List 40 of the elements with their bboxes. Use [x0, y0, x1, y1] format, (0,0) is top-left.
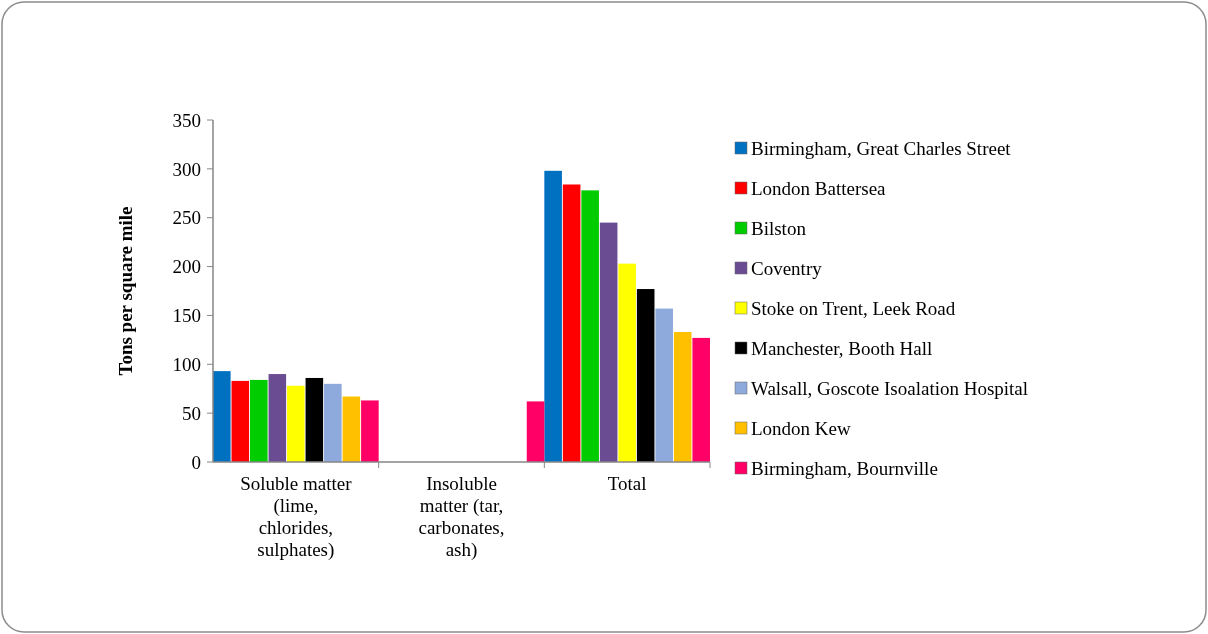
- bar: [324, 383, 342, 462]
- y-tick-label: 50: [182, 402, 201, 424]
- legend-label: Bilston: [751, 217, 807, 239]
- bar: [250, 379, 268, 462]
- bar: [673, 332, 692, 462]
- x-tick-label: Total: [607, 473, 647, 494]
- y-tick-label: 250: [172, 207, 201, 229]
- bar: [361, 400, 379, 462]
- legend-label: Coventry: [751, 257, 823, 279]
- bar: [655, 308, 673, 462]
- y-tick-label: 350: [172, 109, 201, 131]
- y-tick-label: 100: [172, 353, 201, 375]
- bar: [231, 380, 250, 462]
- bar: [692, 337, 710, 462]
- bar: [342, 396, 361, 462]
- x-tick-label: Insoluble matter (tar, carbonates, ash): [418, 473, 505, 561]
- bar: [581, 190, 599, 462]
- y-tick-label: 300: [172, 158, 201, 180]
- legend-label: London Kew: [751, 417, 852, 439]
- bar: [599, 222, 618, 462]
- bar: [526, 401, 545, 462]
- legend-label: Stoke on Trent, Leek Road: [751, 297, 956, 319]
- bar: [305, 377, 324, 462]
- legend-label: Birmingham, Bournville: [751, 457, 938, 479]
- y-tick-label: 0: [191, 451, 201, 473]
- x-tick-label: Soluble matter (lime, chlorides, sulphates): [240, 473, 353, 561]
- y-tick-label: 150: [172, 305, 201, 327]
- legend-label: Birmingham, Great Charles Street: [751, 137, 1012, 159]
- bar: [636, 289, 655, 462]
- bar: [562, 184, 581, 462]
- legend-label: Manchester, Booth Hall: [751, 337, 933, 359]
- bar: [268, 374, 287, 462]
- legend-label: Walsall, Goscote Isoalation Hospital: [751, 377, 1029, 399]
- y-tick-label: 200: [172, 256, 201, 278]
- bar: [287, 385, 305, 462]
- y-axis-title: Tons per square mile: [115, 206, 136, 376]
- bar: [213, 371, 231, 462]
- bar: [544, 170, 562, 462]
- bar: [618, 263, 636, 462]
- legend-label: London Battersea: [751, 177, 887, 199]
